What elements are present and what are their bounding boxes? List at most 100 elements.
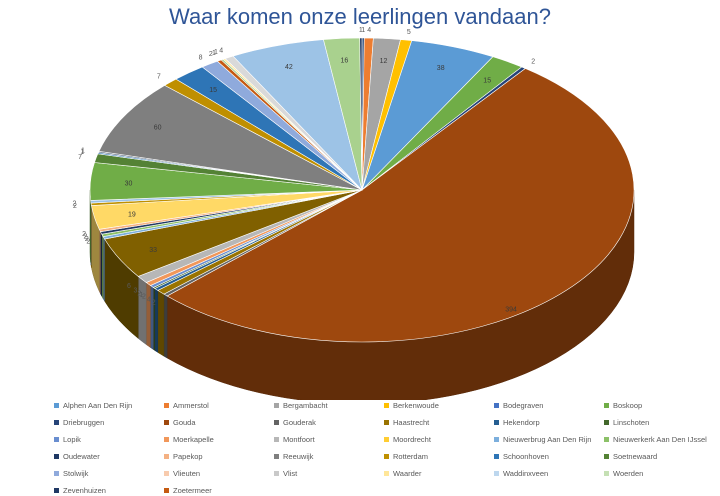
pie-side-12 bbox=[150, 286, 153, 350]
pie-side-14 bbox=[138, 276, 146, 344]
legend-label: Soetnewaard bbox=[613, 452, 657, 461]
legend-swatch bbox=[604, 420, 609, 425]
pie-data-label-36: 16 bbox=[341, 58, 349, 65]
pie-side-13 bbox=[146, 283, 150, 348]
legend-item: Soetnewaard bbox=[604, 451, 714, 462]
legend-item: Bergambacht bbox=[274, 400, 384, 411]
legend-item: Schoonhoven bbox=[494, 451, 604, 462]
legend-label: Zevenhuizen bbox=[63, 486, 106, 495]
legend-swatch bbox=[274, 420, 279, 425]
legend-label: Bergambacht bbox=[283, 401, 328, 410]
pie-data-label-8: 2 bbox=[152, 299, 156, 306]
legend-swatch bbox=[54, 437, 59, 442]
legend-item: Rotterdam bbox=[384, 451, 494, 462]
pie-data-label-19: 2 bbox=[82, 231, 86, 238]
pie-data-label-22: 2 bbox=[73, 201, 77, 208]
legend-item: Vlist bbox=[274, 468, 384, 479]
legend-item: Linschoten bbox=[604, 417, 714, 428]
legend-swatch bbox=[604, 471, 609, 476]
legend-item: Boskoop bbox=[604, 400, 714, 411]
legend-label: Moerkapelle bbox=[173, 435, 214, 444]
pie-data-label-27: 60 bbox=[154, 124, 162, 131]
legend-label: Driebruggen bbox=[63, 418, 104, 427]
pie-side-10 bbox=[155, 288, 158, 352]
legend: Alphen Aan Den Rijn Ammerstol Bergambacht B… bbox=[54, 400, 714, 496]
pie-side-9 bbox=[158, 290, 164, 356]
pie-data-label-15: 33 bbox=[149, 247, 157, 254]
legend-label: Waddinxveen bbox=[503, 469, 548, 478]
legend-label: Gouderak bbox=[283, 418, 316, 427]
legend-swatch bbox=[384, 403, 389, 408]
legend-item: Zoetermeer bbox=[164, 485, 274, 496]
legend-item: Waddinxveen bbox=[494, 468, 604, 479]
legend-swatch bbox=[54, 471, 59, 476]
pie-data-label-3: 5 bbox=[407, 29, 411, 36]
legend-item: Zevenhuizen bbox=[54, 485, 164, 496]
legend-item: Lopik bbox=[54, 434, 164, 445]
legend-item: Bodegraven bbox=[494, 400, 604, 411]
legend-label: Haastrecht bbox=[393, 418, 429, 427]
legend-label: Papekop bbox=[173, 452, 203, 461]
legend-swatch bbox=[494, 403, 499, 408]
pie-data-label-35: 42 bbox=[285, 64, 293, 71]
legend-swatch bbox=[604, 403, 609, 408]
pie-data-label-5: 15 bbox=[483, 78, 491, 85]
pie-data-label-28: 7 bbox=[157, 74, 161, 81]
legend-item: Papekop bbox=[164, 451, 274, 462]
legend-item: Berkenwoude bbox=[384, 400, 494, 411]
legend-swatch bbox=[54, 403, 59, 408]
legend-swatch bbox=[164, 420, 169, 425]
legend-label: Hekendorp bbox=[503, 418, 540, 427]
legend-item: Vlieuten bbox=[164, 468, 274, 479]
legend-item: Gouda bbox=[164, 417, 274, 428]
legend-swatch bbox=[494, 437, 499, 442]
legend-swatch bbox=[274, 471, 279, 476]
pie-data-label-34: 4 bbox=[219, 47, 223, 54]
legend-label: Stolwijk bbox=[63, 469, 88, 478]
legend-swatch bbox=[164, 488, 169, 493]
legend-item: Driebruggen bbox=[54, 417, 164, 428]
pie-data-label-23: 30 bbox=[125, 181, 133, 188]
pie-data-label-33: 1 bbox=[214, 49, 218, 56]
legend-label: Ammerstol bbox=[173, 401, 209, 410]
legend-swatch bbox=[384, 437, 389, 442]
legend-label: Gouda bbox=[173, 418, 196, 427]
legend-swatch bbox=[274, 403, 279, 408]
legend-swatch bbox=[384, 454, 389, 459]
pie-data-label-6: 2 bbox=[531, 58, 535, 65]
pie-data-label-9: 4 bbox=[147, 296, 151, 303]
legend-label: Schoonhoven bbox=[503, 452, 549, 461]
pie-data-label-13: 3 bbox=[134, 288, 138, 295]
pie-data-label-20: 19 bbox=[128, 212, 136, 219]
legend-swatch bbox=[274, 454, 279, 459]
legend-label: Lopik bbox=[63, 435, 81, 444]
legend-label: Alphen Aan Den Rijn bbox=[63, 401, 132, 410]
legend-label: Woerden bbox=[613, 469, 643, 478]
legend-swatch bbox=[164, 471, 169, 476]
legend-swatch bbox=[494, 454, 499, 459]
pie-data-label-4: 38 bbox=[437, 65, 445, 72]
pie-data-label-37: 1 bbox=[359, 27, 363, 34]
legend-item: Woerden bbox=[604, 468, 714, 479]
legend-item: Haastrecht bbox=[384, 417, 494, 428]
legend-item: Moerkapelle bbox=[164, 434, 274, 445]
legend-label: Berkenwoude bbox=[393, 401, 439, 410]
legend-swatch bbox=[274, 437, 279, 442]
legend-label: Bodegraven bbox=[503, 401, 543, 410]
pie-data-label-26: 1 bbox=[81, 148, 85, 155]
legend-swatch bbox=[494, 471, 499, 476]
pie-data-label-7: 394 bbox=[505, 306, 517, 313]
pie-side-8 bbox=[164, 294, 167, 358]
legend-swatch bbox=[604, 437, 609, 442]
pie-data-label-2: 12 bbox=[380, 58, 388, 65]
legend-swatch bbox=[54, 488, 59, 493]
legend-label: Boskoop bbox=[613, 401, 642, 410]
legend-swatch bbox=[384, 471, 389, 476]
legend-swatch bbox=[494, 420, 499, 425]
legend-label: Moordrecht bbox=[393, 435, 431, 444]
legend-item: Nieuwerbrug Aan Den Rijn bbox=[494, 434, 604, 445]
legend-item: Stolwijk bbox=[54, 468, 164, 479]
legend-label: Zoetermeer bbox=[173, 486, 212, 495]
legend-label: Rotterdam bbox=[393, 452, 428, 461]
